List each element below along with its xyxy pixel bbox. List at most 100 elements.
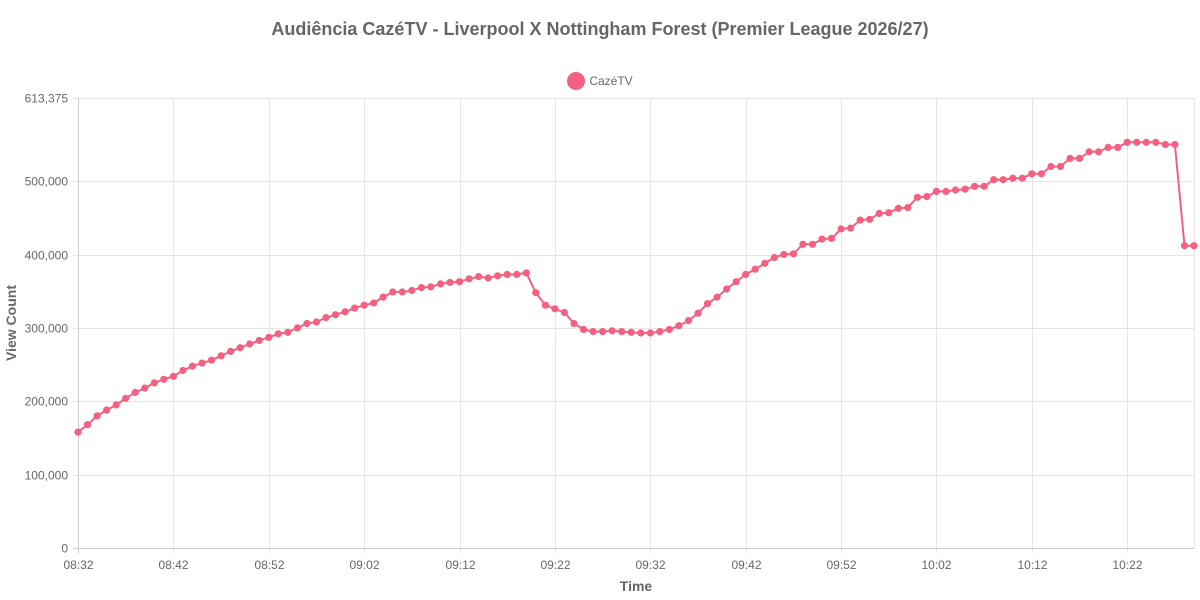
data-point[interactable]: [1028, 170, 1036, 178]
data-point[interactable]: [866, 215, 874, 223]
data-point[interactable]: [799, 240, 807, 248]
data-point[interactable]: [1066, 154, 1074, 162]
data-point[interactable]: [293, 324, 301, 332]
data-point[interactable]: [999, 176, 1007, 184]
data-point[interactable]: [856, 216, 864, 224]
data-point[interactable]: [503, 270, 511, 278]
data-point[interactable]: [818, 235, 826, 243]
data-point[interactable]: [169, 372, 177, 380]
data-point[interactable]: [1142, 138, 1150, 146]
data-point[interactable]: [1123, 138, 1131, 146]
data-point[interactable]: [599, 328, 607, 336]
data-point[interactable]: [513, 270, 521, 278]
data-point[interactable]: [408, 286, 416, 295]
data-point[interactable]: [150, 379, 158, 387]
data-point[interactable]: [723, 285, 731, 293]
data-point[interactable]: [188, 362, 197, 370]
data-point[interactable]: [131, 388, 139, 397]
data-point[interactable]: [341, 308, 349, 316]
data-point[interactable]: [560, 308, 569, 317]
data-point[interactable]: [761, 259, 769, 267]
data-point[interactable]: [1037, 170, 1045, 178]
data-point[interactable]: [1114, 143, 1122, 151]
data-point[interactable]: [703, 300, 712, 308]
data-point[interactable]: [675, 322, 683, 330]
data-point[interactable]: [207, 356, 216, 364]
data-point[interactable]: [265, 333, 273, 341]
data-point[interactable]: [198, 359, 206, 367]
data-point[interactable]: [331, 311, 340, 319]
data-point[interactable]: [227, 347, 235, 355]
data-point[interactable]: [160, 375, 168, 383]
data-point[interactable]: [1075, 154, 1084, 162]
data-point[interactable]: [465, 275, 473, 283]
data-point[interactable]: [1171, 140, 1179, 149]
data-point[interactable]: [1095, 148, 1103, 156]
data-point[interactable]: [1152, 138, 1160, 146]
data-point[interactable]: [398, 288, 406, 296]
data-point[interactable]: [961, 185, 969, 193]
data-point[interactable]: [112, 401, 120, 409]
data-point[interactable]: [875, 209, 883, 218]
data-point[interactable]: [484, 274, 492, 282]
data-point[interactable]: [837, 225, 845, 233]
data-point[interactable]: [980, 182, 988, 190]
data-point[interactable]: [122, 394, 130, 402]
data-point[interactable]: [656, 328, 664, 336]
legend[interactable]: CazéTV: [0, 72, 1200, 90]
data-point[interactable]: [1161, 140, 1169, 149]
data-point[interactable]: [541, 301, 550, 309]
data-point[interactable]: [913, 193, 922, 201]
data-point[interactable]: [904, 204, 912, 212]
data-point[interactable]: [627, 328, 635, 336]
data-point[interactable]: [770, 253, 778, 262]
data-point[interactable]: [789, 250, 798, 258]
data-point[interactable]: [303, 319, 311, 328]
data-point[interactable]: [1180, 242, 1189, 250]
data-point[interactable]: [417, 284, 425, 292]
data-point[interactable]: [637, 329, 645, 337]
data-point[interactable]: [379, 293, 387, 301]
data-point[interactable]: [618, 328, 626, 336]
data-point[interactable]: [284, 328, 292, 336]
data-point[interactable]: [312, 318, 321, 326]
data-point[interactable]: [74, 428, 82, 436]
data-point[interactable]: [217, 352, 225, 360]
data-point[interactable]: [971, 182, 979, 190]
data-point[interactable]: [475, 273, 483, 281]
data-point[interactable]: [1009, 174, 1017, 182]
data-point[interactable]: [446, 278, 454, 286]
data-point[interactable]: [103, 406, 111, 414]
data-point[interactable]: [455, 278, 464, 286]
data-point[interactable]: [322, 314, 330, 322]
data-point[interactable]: [942, 187, 950, 195]
data-point[interactable]: [608, 327, 616, 335]
data-point[interactable]: [141, 384, 149, 392]
data-point[interactable]: [665, 325, 674, 333]
data-point[interactable]: [274, 330, 282, 338]
data-point[interactable]: [951, 186, 960, 194]
data-point[interactable]: [1104, 143, 1112, 151]
data-point[interactable]: [780, 250, 788, 259]
data-point[interactable]: [570, 319, 578, 328]
data-point[interactable]: [923, 193, 931, 201]
data-point[interactable]: [894, 204, 902, 212]
data-point[interactable]: [1018, 174, 1026, 182]
data-point[interactable]: [236, 344, 244, 352]
data-point[interactable]: [751, 265, 759, 273]
data-point[interactable]: [370, 299, 378, 307]
data-point[interactable]: [808, 240, 817, 248]
data-point[interactable]: [351, 304, 359, 312]
data-point[interactable]: [885, 209, 893, 217]
data-point[interactable]: [694, 309, 702, 317]
data-point[interactable]: [360, 301, 368, 309]
data-point[interactable]: [436, 280, 445, 288]
data-point[interactable]: [932, 187, 941, 195]
data-point[interactable]: [847, 224, 855, 232]
data-point[interactable]: [255, 336, 263, 344]
data-point[interactable]: [551, 305, 559, 313]
data-point[interactable]: [427, 283, 435, 291]
data-point[interactable]: [646, 329, 654, 337]
data-point[interactable]: [684, 317, 693, 325]
data-point[interactable]: [1133, 138, 1141, 146]
